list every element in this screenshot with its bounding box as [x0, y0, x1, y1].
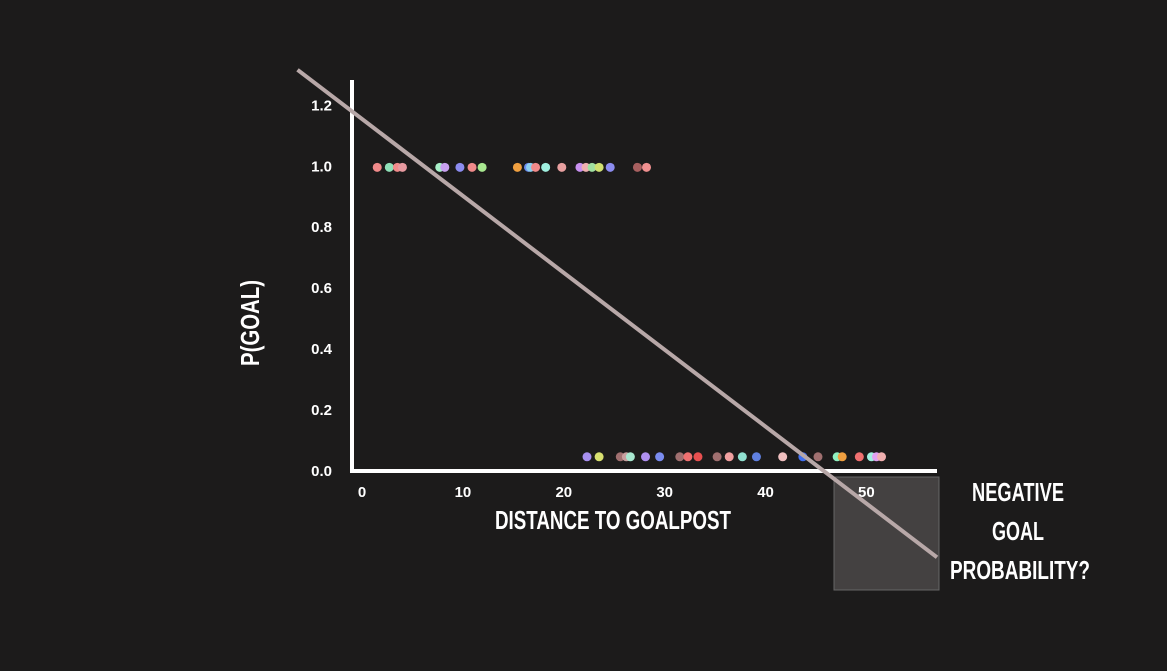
- x-axis-label: DISTANCE TO GOALPOST: [495, 505, 731, 535]
- point: [693, 452, 703, 462]
- x-tick-label: 10: [455, 484, 472, 501]
- point: [384, 162, 394, 172]
- point: [455, 162, 465, 172]
- y-tick-label: 0.4: [311, 341, 333, 358]
- y-tick-label: 0.2: [311, 402, 332, 419]
- point: [837, 452, 847, 462]
- y-tick-label: 1.0: [311, 158, 332, 175]
- point: [751, 452, 761, 462]
- fit-line: [296, 68, 939, 559]
- y-tick-label: 0.6: [311, 280, 332, 297]
- point: [778, 452, 788, 462]
- point: [594, 452, 604, 462]
- y-axis-label: P(GOAL): [235, 280, 265, 366]
- point: [877, 452, 887, 462]
- point: [467, 162, 477, 172]
- annotation: NEGATIVE: [972, 477, 1064, 507]
- point: [813, 452, 823, 462]
- point: [641, 452, 651, 462]
- point: [642, 162, 652, 172]
- point: [587, 162, 597, 172]
- point: [397, 162, 407, 172]
- point: [625, 452, 635, 462]
- point: [477, 162, 487, 172]
- x-tick-label: 30: [656, 484, 673, 501]
- point: [632, 162, 642, 172]
- point: [605, 162, 615, 172]
- point: [531, 162, 541, 172]
- y-tick-label: 0.8: [311, 219, 332, 236]
- x-tick-label: 20: [555, 484, 572, 501]
- x-tick-label: 50: [858, 484, 875, 501]
- point: [683, 452, 693, 462]
- y-tick-label: 0.0: [311, 463, 332, 480]
- point: [594, 162, 604, 172]
- x-tick-label: 0: [358, 484, 366, 501]
- annotation: PROBABILITY?: [950, 555, 1090, 585]
- annotation: GOAL: [992, 516, 1044, 546]
- point: [582, 452, 592, 462]
- point: [541, 162, 551, 172]
- point: [712, 452, 722, 462]
- point: [512, 162, 522, 172]
- point: [440, 162, 450, 172]
- point: [372, 162, 382, 172]
- point: [557, 162, 567, 172]
- highlight-box: [833, 476, 940, 591]
- x-tick-label: 40: [757, 484, 774, 501]
- point: [724, 452, 734, 462]
- point: [675, 452, 685, 462]
- point: [737, 452, 747, 462]
- point: [854, 452, 864, 462]
- y-tick-label: 1.2: [311, 97, 332, 114]
- point: [655, 452, 665, 462]
